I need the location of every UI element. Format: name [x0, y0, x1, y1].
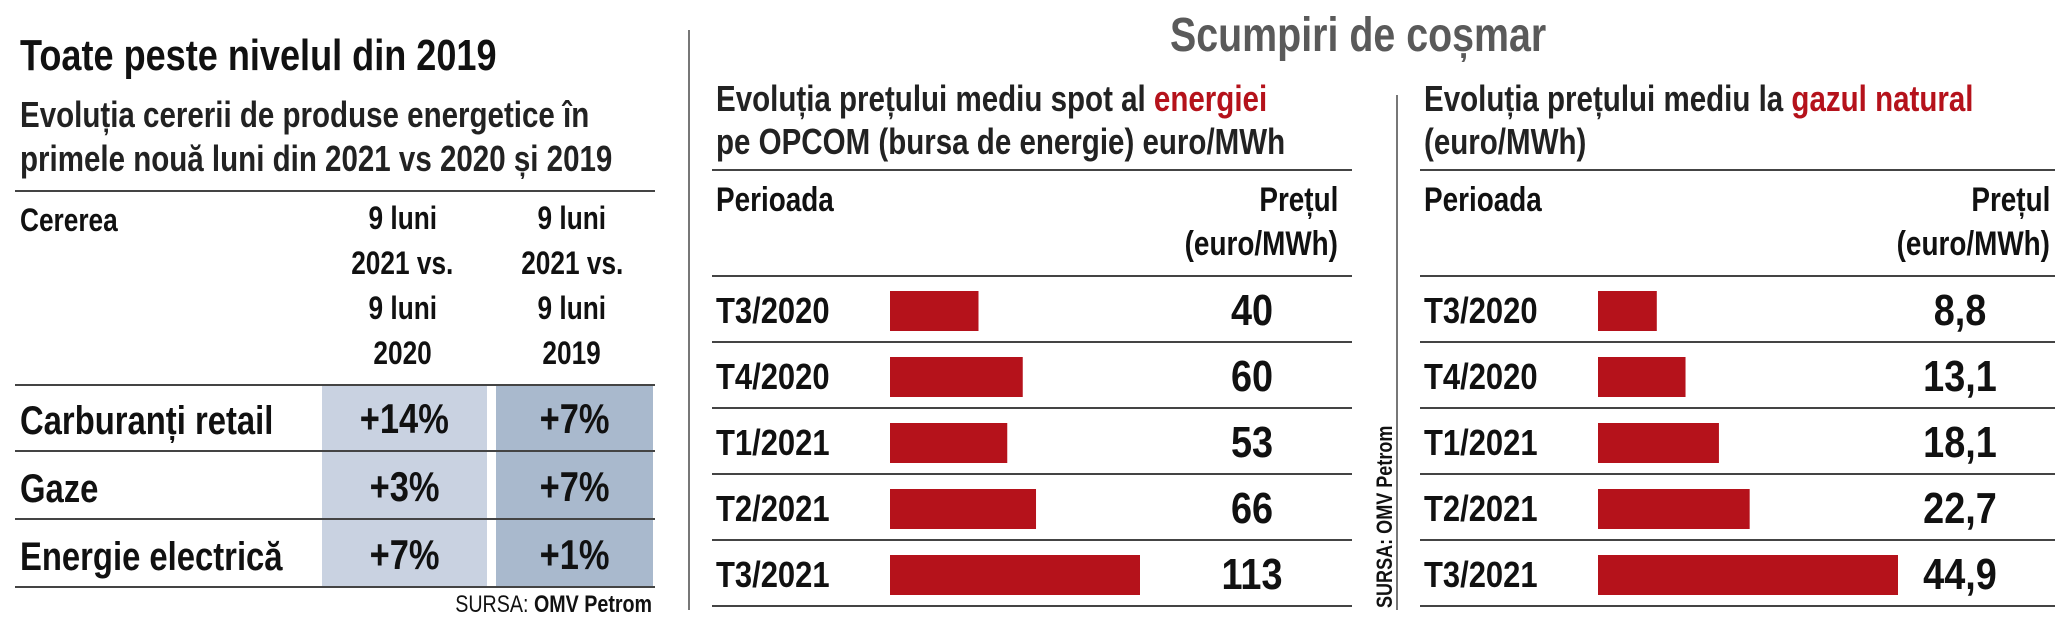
- category-label: T2/2021: [1424, 490, 1538, 530]
- row-divider: [1420, 341, 2055, 343]
- table-cell-vs-2020: +7%: [369, 531, 440, 578]
- category-label: T4/2020: [716, 358, 830, 398]
- left-subtitle-line1: Evoluția cererii de produse energetice î…: [20, 94, 590, 135]
- value-label: 40: [1231, 285, 1273, 334]
- header-vs-2019: 9 luni 2021 vs. 9 luni 2019: [520, 200, 624, 371]
- panel-separator: [1396, 95, 1398, 610]
- category-label: T4/2020: [1424, 358, 1538, 398]
- panel-separator: [688, 30, 690, 610]
- row-divider: [15, 518, 655, 520]
- energy-chart-title-line1: Evoluția prețului mediu spot al energiei: [716, 78, 1268, 119]
- cell-bg: [322, 386, 487, 450]
- row-divider: [712, 605, 1352, 607]
- cell-bg: [496, 520, 653, 586]
- cell-bg: [496, 386, 653, 450]
- bar: [890, 357, 1023, 397]
- category-label: T3/2020: [716, 292, 830, 332]
- cell-bg: [322, 452, 487, 518]
- header-cererea: Cererea: [20, 202, 118, 238]
- energy-chart: T3/2020 40 T4/2020 60 T1/2021 53 T2/2021 66 T3/2…: [712, 285, 1352, 607]
- table-row-label: Gaze: [20, 467, 99, 511]
- value-label: 113: [1221, 549, 1282, 598]
- left-subtitle-line2: primele nouă luni din 2021 vs 2020 și 20…: [20, 138, 613, 179]
- table-row-label: Carburanți retail: [20, 399, 274, 443]
- row-divider: [1420, 407, 2055, 409]
- vertical-source: SURSA: OMV Petrom: [1372, 425, 1397, 608]
- value-label: 22,7: [1923, 483, 1997, 532]
- value-label: 13,1: [1923, 351, 1997, 400]
- row-divider: [1420, 605, 2055, 607]
- source-prefix: SURSA:: [455, 591, 529, 618]
- category-label: T2/2021: [716, 490, 830, 530]
- bar: [890, 555, 1140, 595]
- gas-header-period: Perioada: [1424, 181, 1542, 219]
- table-cell-vs-2020: +14%: [359, 395, 450, 442]
- value-label: 44,9: [1923, 549, 1997, 598]
- energy-header-period: Perioada: [716, 181, 834, 219]
- bar: [1598, 423, 1719, 463]
- category-label: T1/2021: [716, 424, 830, 464]
- table-row-label: Energie electrică: [20, 535, 283, 579]
- value-label: 18,1: [1923, 417, 1997, 466]
- category-label: T3/2020: [1424, 292, 1538, 332]
- bar: [890, 291, 979, 331]
- row-divider: [712, 407, 1352, 409]
- gas-chart-title-line2: (euro/MWh): [1424, 121, 1587, 162]
- value-label: 66: [1231, 483, 1273, 532]
- row-divider: [712, 539, 1352, 541]
- left-title: Toate peste nivelul din 2019: [20, 31, 497, 80]
- bar: [1598, 489, 1750, 529]
- row-divider: [15, 450, 655, 452]
- table-cell-vs-2019: +7%: [539, 463, 610, 510]
- value-label: 8,8: [1934, 285, 1987, 334]
- source-name: OMV Petrom: [533, 591, 652, 618]
- table-cell-vs-2020: +3%: [369, 463, 440, 510]
- row-divider: [712, 341, 1352, 343]
- main-title: Scumpiri de coșmar: [1170, 9, 1547, 62]
- gas-header-price: Prețul (euro/MWh): [1896, 181, 2050, 263]
- bar: [890, 489, 1037, 529]
- category-label: T3/2021: [716, 556, 830, 596]
- gas-chart: T3/2020 8,8 T4/2020 13,1 T1/2021 18,1 T2/2021 2…: [1420, 285, 2055, 607]
- left-source: SURSA: OMV Petrom: [330, 590, 652, 620]
- energy-header-price: Prețul (euro/MWh): [1184, 181, 1338, 263]
- category-label: T1/2021: [1424, 424, 1538, 464]
- table-cell-vs-2019: +7%: [539, 395, 610, 442]
- energy-header-rule: [712, 169, 1352, 171]
- value-label: 53: [1231, 417, 1273, 466]
- value-label: 60: [1231, 351, 1273, 400]
- gas-chart-top-rule: [1420, 275, 2055, 277]
- energy-chart-top-rule: [712, 275, 1352, 277]
- bar: [1598, 357, 1686, 397]
- cell-bg: [496, 452, 653, 518]
- energy-chart-title-line2: pe OPCOM (bursa de energie) euro/MWh: [716, 121, 1286, 162]
- row-divider: [1420, 539, 2055, 541]
- bar: [890, 423, 1008, 463]
- left-header-rule: [15, 190, 655, 192]
- row-divider: [15, 586, 655, 588]
- left-rule-top: [15, 384, 655, 386]
- gas-header-rule: [1420, 169, 2055, 171]
- table-cell-vs-2019: +1%: [539, 531, 610, 578]
- gas-chart-title-line1: Evoluția prețului mediu la gazul natural: [1424, 78, 1974, 119]
- row-divider: [1420, 473, 2055, 475]
- bar: [1598, 555, 1898, 595]
- cell-bg: [322, 520, 487, 586]
- row-divider: [712, 473, 1352, 475]
- bar: [1598, 291, 1657, 331]
- header-vs-2020: 9 luni 2021 vs. 9 luni 2020: [351, 200, 454, 371]
- category-label: T3/2021: [1424, 556, 1538, 596]
